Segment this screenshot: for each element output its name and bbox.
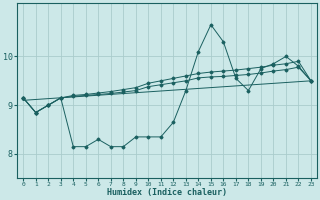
X-axis label: Humidex (Indice chaleur): Humidex (Indice chaleur)	[107, 188, 227, 197]
